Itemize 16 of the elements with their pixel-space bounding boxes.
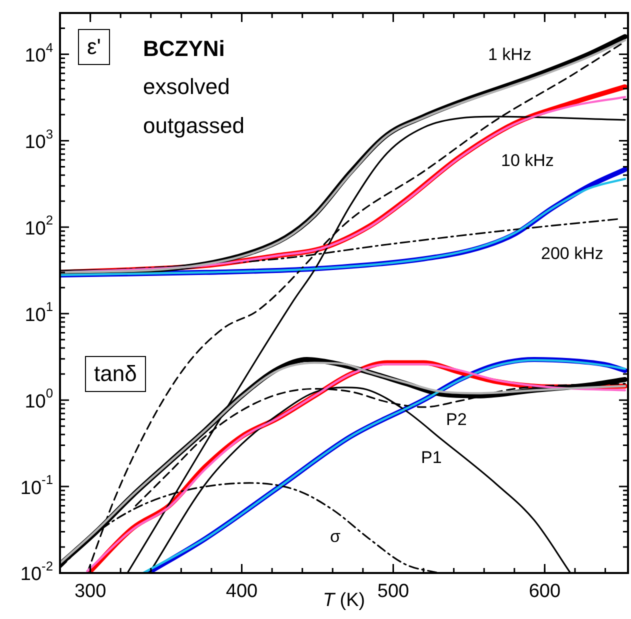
- annotation: BCZYNi: [143, 36, 225, 62]
- x-tick-label: 400: [226, 581, 258, 602]
- x-tick-label: 300: [74, 581, 106, 602]
- x-axis-title: T (K): [322, 590, 366, 611]
- annotation: σ: [330, 527, 340, 548]
- annotation: 10 kHz: [501, 151, 554, 172]
- x-tick-label: 500: [377, 581, 410, 602]
- annotation: P2: [446, 410, 467, 430]
- annotation: outgassed: [143, 113, 245, 140]
- x-tick-label: 600: [528, 581, 561, 602]
- annotation: 1 kHz: [488, 45, 532, 66]
- annotation: 200 kHz: [541, 244, 604, 264]
- annotation: exsolved: [143, 74, 230, 100]
- annotation: ε': [78, 29, 110, 66]
- annotation: P1: [421, 448, 442, 468]
- annotation: tanδ: [85, 356, 146, 392]
